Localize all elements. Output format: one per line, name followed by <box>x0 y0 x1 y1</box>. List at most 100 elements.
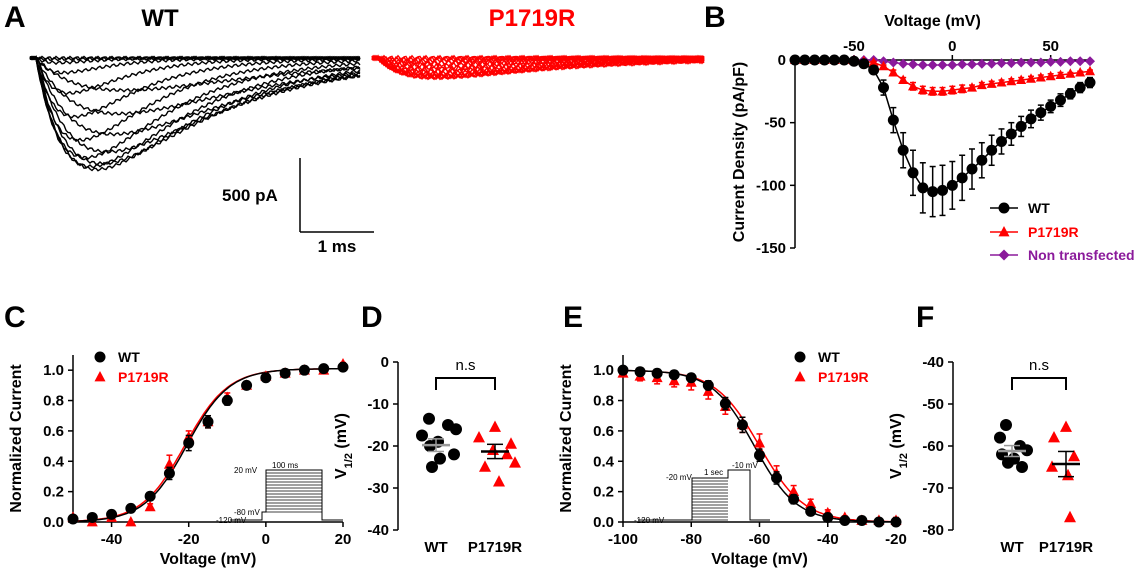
data-point <box>426 461 438 473</box>
panel-a-mutant-title: P1719R <box>489 5 576 32</box>
data-point <box>1075 67 1086 77</box>
data-point <box>106 508 118 520</box>
data-point <box>789 54 801 66</box>
y-tick-label: -40 <box>922 354 944 371</box>
y-axis-label: Normalized Current <box>8 364 25 513</box>
y-tick-label: 1.0 <box>43 362 64 379</box>
data-point <box>967 82 977 92</box>
data-point <box>858 58 870 70</box>
panel-e-inactivation-curve: -100 -80 -60 -40 -20 0.0 0.2 0.4 0.6 0.8 1.0 Voltag… <box>558 349 907 568</box>
data-point <box>788 493 800 505</box>
y-tick-label: -20 <box>367 438 389 455</box>
data-point <box>805 497 817 509</box>
data-point <box>1085 56 1095 67</box>
y-tick-label: 0 <box>381 354 389 371</box>
data-point <box>1006 58 1017 69</box>
legend-marker <box>998 249 1010 261</box>
data-point <box>976 58 987 69</box>
x-tick-label: 0 <box>262 531 270 548</box>
data-point <box>221 395 233 407</box>
current-trace <box>29 55 361 160</box>
data-point <box>996 135 1007 147</box>
data-point <box>651 367 663 379</box>
protocol-label: 100 ms <box>272 461 298 470</box>
data-point <box>908 59 918 70</box>
data-point <box>828 54 840 66</box>
data-point <box>937 60 948 71</box>
y-tick-label: -150 <box>756 240 786 257</box>
data-point <box>967 59 977 70</box>
legend-label: Non transfected <box>1028 247 1135 263</box>
data-point <box>937 184 948 196</box>
y-tick-label: 0.2 <box>593 484 614 501</box>
data-point <box>1084 77 1096 89</box>
data-point <box>144 500 156 512</box>
data-point <box>1005 128 1017 140</box>
data-point <box>888 67 899 77</box>
data-point <box>986 144 998 156</box>
data-point <box>1025 113 1037 125</box>
panel-label-b: B <box>704 1 726 34</box>
data-point <box>1085 65 1095 76</box>
legend-label: P1719R <box>818 369 869 385</box>
data-point <box>890 516 902 528</box>
data-point <box>897 144 909 156</box>
y-tick-label: 0.0 <box>43 514 64 531</box>
y-tick-label: 0.6 <box>593 423 614 440</box>
data-point <box>1065 56 1076 67</box>
current-trace <box>371 55 705 80</box>
fit-curve <box>72 368 343 523</box>
protocol-label: -20 mV <box>666 473 692 482</box>
x-tick-label: -20 <box>885 531 907 548</box>
data-point <box>1035 107 1047 119</box>
current-trace <box>29 55 361 93</box>
data-point <box>819 54 830 66</box>
data-point <box>487 443 499 455</box>
protocol-label: -10 mV <box>732 461 758 470</box>
legend-marker <box>94 370 106 382</box>
y-axis-label-subscript: 1/2 <box>343 453 355 468</box>
data-point <box>754 437 765 448</box>
x-tick-label: -100 <box>608 531 638 548</box>
x-tick-label: 20 <box>335 531 352 548</box>
data-point <box>423 412 435 425</box>
x-tick-label: -50 <box>843 38 865 55</box>
data-point <box>1035 72 1046 82</box>
data-point <box>668 369 680 381</box>
legend-label: WT <box>818 349 840 365</box>
y-tick-label: -70 <box>922 480 944 497</box>
data-point <box>839 514 851 526</box>
y-tick-label: -50 <box>764 115 786 132</box>
data-point <box>822 511 834 523</box>
data-point <box>754 449 765 461</box>
data-point <box>202 416 214 428</box>
mutant-current-traces <box>371 54 705 81</box>
data-point <box>1045 100 1057 112</box>
y-tick-label: -80 <box>922 522 944 539</box>
data-point <box>1016 57 1027 68</box>
data-point <box>702 379 714 391</box>
data-point <box>868 57 879 67</box>
significance-bracket <box>435 377 496 390</box>
data-point <box>957 83 968 93</box>
data-point <box>736 419 748 431</box>
data-point <box>1016 461 1028 473</box>
y-tick-label: -60 <box>922 438 944 455</box>
scale-current-label: 500 pA <box>222 186 278 205</box>
data-point <box>416 429 428 442</box>
data-point <box>838 54 850 66</box>
data-point <box>986 78 997 88</box>
y-tick-label: -50 <box>922 396 944 413</box>
protocol-label: 20 mV <box>234 466 258 475</box>
data-point <box>809 54 821 66</box>
legend-marker <box>94 351 106 363</box>
y-axis-label: Current Density (pA/pF) <box>731 62 748 242</box>
data-point <box>996 58 1007 69</box>
significance-label: n.s <box>1029 357 1049 374</box>
data-point <box>1026 57 1036 68</box>
scale-time-label: 1 ms <box>318 237 357 256</box>
y-tick-label: 0.8 <box>43 393 64 410</box>
y-tick-label: 0.4 <box>43 453 65 470</box>
data-point <box>927 186 939 198</box>
significance-label: n.s <box>455 357 475 374</box>
